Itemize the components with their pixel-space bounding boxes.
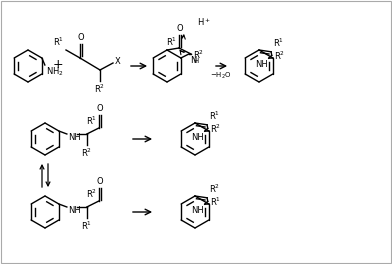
Text: R$^1$: R$^1$	[86, 115, 97, 127]
Text: R$^2$: R$^2$	[274, 49, 285, 62]
Text: R$^1$: R$^1$	[210, 195, 221, 208]
Text: R$^1$: R$^1$	[53, 36, 64, 48]
Text: R$^1$: R$^1$	[82, 220, 93, 232]
Text: R$^2$: R$^2$	[209, 182, 220, 195]
Text: $-$H$_2$O: $-$H$_2$O	[210, 71, 232, 81]
Text: NH: NH	[68, 133, 81, 142]
Text: N: N	[190, 56, 196, 65]
Text: +: +	[53, 58, 64, 70]
Text: O: O	[97, 177, 103, 186]
Text: H$^+$: H$^+$	[197, 16, 211, 28]
Text: O: O	[97, 104, 103, 113]
Text: X: X	[115, 58, 121, 67]
Text: O: O	[78, 33, 85, 42]
Text: R$^2$: R$^2$	[94, 83, 105, 95]
Text: NH: NH	[191, 206, 204, 215]
Text: R$^2$: R$^2$	[86, 188, 97, 200]
Text: R$^2$: R$^2$	[210, 122, 221, 135]
Text: O: O	[177, 24, 183, 33]
Text: NH: NH	[68, 206, 81, 215]
Text: R$^1$: R$^1$	[209, 109, 220, 122]
Text: R$^2$: R$^2$	[193, 49, 204, 61]
Text: NH: NH	[191, 133, 204, 142]
Text: NH: NH	[255, 60, 268, 69]
Text: NH$_2$: NH$_2$	[46, 66, 64, 78]
Text: R$^2$: R$^2$	[81, 147, 93, 159]
Text: R$^1$: R$^1$	[166, 36, 177, 48]
Text: H: H	[194, 58, 199, 64]
Text: R$^1$: R$^1$	[273, 36, 284, 49]
